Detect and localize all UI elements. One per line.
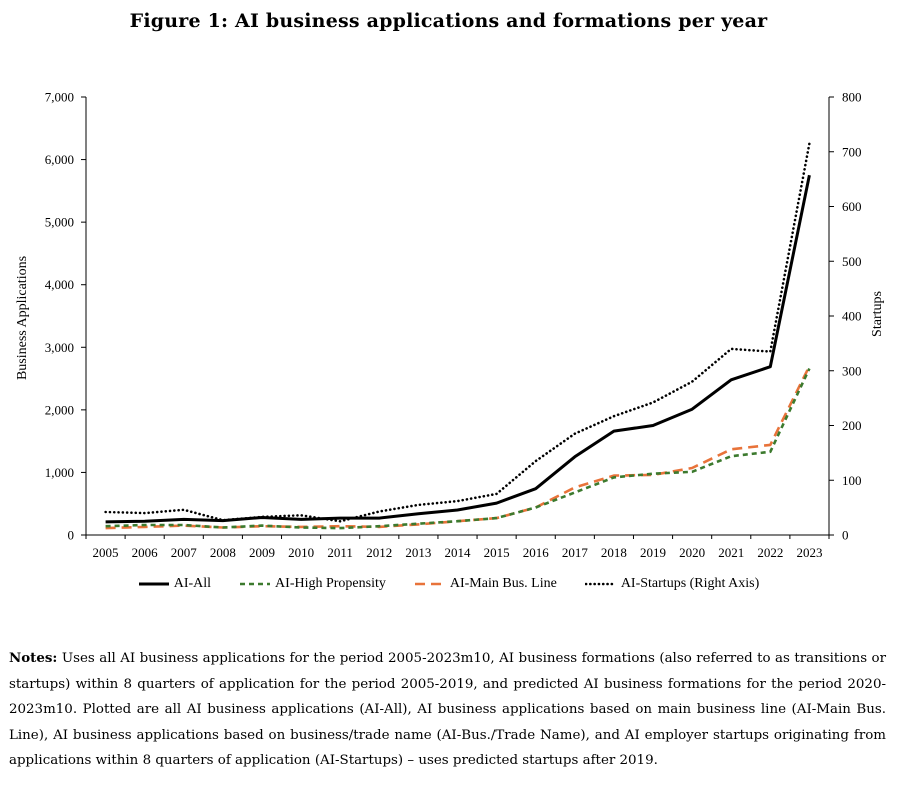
- x-tick-label: 2019: [640, 545, 666, 560]
- x-tick-label: 2010: [288, 545, 314, 560]
- series-lines: [104, 142, 811, 530]
- series-line-ai-startups-right-axis: [104, 142, 811, 523]
- left-tick-label: 3,000: [45, 340, 74, 355]
- x-tick-label: 2007: [171, 545, 198, 560]
- right-tick-label: 200: [842, 418, 862, 433]
- legend-item: AI-Main Bus. Line: [414, 576, 557, 592]
- x-tick-label: 2017: [562, 545, 589, 560]
- legend-item: AI-Startups (Right Axis): [584, 576, 760, 592]
- y2-axis-title: Startups: [870, 291, 885, 337]
- series-line-ai-all: [105, 174, 811, 524]
- notes-text: Uses all AI business applications for th…: [9, 651, 886, 768]
- legend-swatch: [414, 582, 445, 586]
- legend-swatch: [584, 582, 617, 586]
- x-tick-label: 2006: [132, 545, 159, 560]
- left-tick-label: 6,000: [45, 152, 74, 167]
- series-line-ai-main-bus-line: [105, 365, 811, 530]
- right-tick-label: 300: [842, 363, 862, 378]
- legend-swatch: [240, 582, 271, 586]
- x-axis-ticks: 2005 2006 2007 2008 2009 2010 2011 2012 2013 2014…: [85, 535, 830, 560]
- legend-label: AI-Startups (Right Axis): [620, 576, 760, 591]
- legend-swatch: [138, 582, 169, 586]
- x-tick-label: 2013: [405, 545, 431, 560]
- x-tick-label: 2023: [796, 545, 822, 560]
- x-tick-label: 2022: [757, 545, 783, 560]
- right-tick-label: 100: [842, 473, 862, 488]
- x-tick-label: 2012: [366, 545, 392, 560]
- series-line-ai-high-propensity: [105, 368, 811, 530]
- figure-notes: Notes: Uses all AI business applications…: [9, 646, 886, 774]
- left-tick-label: 5,000: [45, 215, 74, 230]
- figure-title: Figure 1: AI business applications and f…: [129, 10, 768, 32]
- left-axis-ticks: 0 1,000 2,000 3,000 4,000 5,000 6,000 7,000: [45, 90, 86, 543]
- x-tick-label: 2020: [679, 545, 705, 560]
- left-tick-label: 7,000: [45, 90, 74, 105]
- right-tick-label: 800: [842, 90, 862, 105]
- chart-legend: AI-All AI-High Propensity AI-Main Bus. Lin…: [0, 576, 897, 592]
- x-tick-label: 2014: [445, 545, 472, 560]
- right-tick-label: 400: [842, 309, 862, 324]
- right-tick-label: 0: [842, 528, 849, 543]
- left-tick-label: 0: [68, 528, 75, 543]
- x-tick-label: 2009: [249, 545, 275, 560]
- legend-item: AI-High Propensity: [239, 576, 386, 592]
- legend-label: AI-High Propensity: [275, 576, 386, 591]
- x-tick-label: 2018: [601, 545, 627, 560]
- x-tick-label: 2008: [210, 545, 236, 560]
- notes-label: Notes:: [9, 650, 58, 666]
- chart-axes: [85, 97, 830, 536]
- right-tick-label: 700: [842, 144, 862, 159]
- legend-label: AI-All: [173, 576, 212, 591]
- x-tick-label: 2016: [523, 545, 550, 560]
- left-tick-label: 1,000: [45, 465, 74, 480]
- legend-label: AI-Main Bus. Line: [449, 576, 557, 591]
- legend-item: AI-All: [138, 576, 211, 592]
- x-tick-label: 2005: [93, 545, 119, 560]
- right-axis-ticks: 0 100 200 300 400 500 600 700 800: [829, 90, 862, 543]
- left-tick-label: 2,000: [45, 402, 74, 417]
- right-tick-label: 500: [842, 254, 862, 269]
- y-axis-title: Business Applications: [15, 256, 30, 380]
- x-tick-label: 2015: [484, 545, 510, 560]
- line-chart: 0 1,000 2,000 3,000 4,000 5,000 6,000 7,000 0 10…: [15, 90, 885, 561]
- left-tick-label: 4,000: [45, 277, 74, 292]
- x-tick-label: 2021: [718, 545, 744, 560]
- x-tick-label: 2011: [327, 545, 353, 560]
- right-tick-label: 600: [842, 199, 862, 214]
